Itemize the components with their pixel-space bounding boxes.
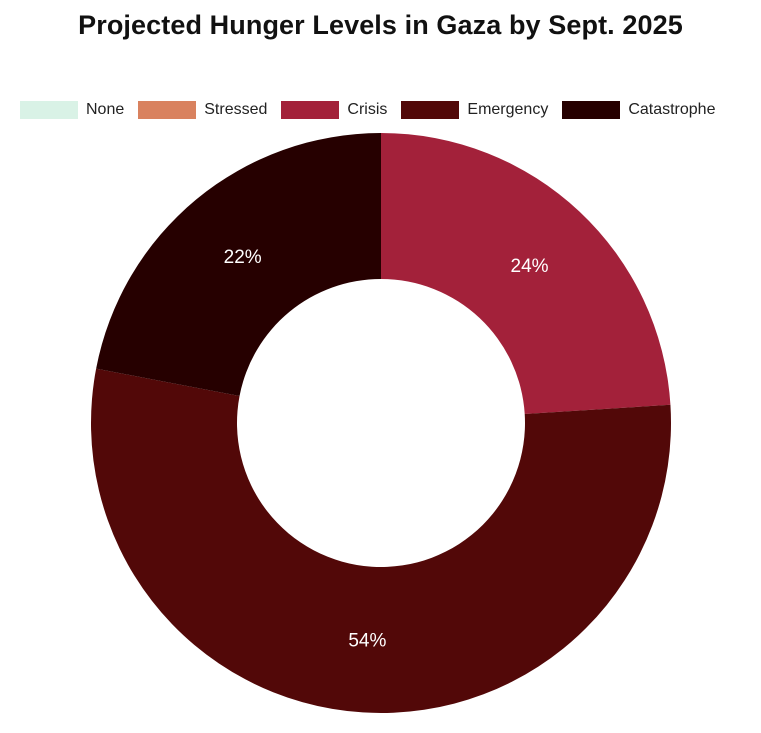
legend-item-catastrophe[interactable]: Catastrophe — [562, 101, 715, 119]
legend-swatch-stressed — [138, 101, 197, 119]
slice-catastrophe[interactable] — [96, 133, 382, 397]
legend-label-crisis: Crisis — [347, 101, 388, 118]
legend-item-none[interactable]: None — [20, 101, 124, 119]
legend-label-emergency: Emergency — [467, 101, 549, 118]
slice-crisis[interactable] — [381, 133, 671, 414]
slice-emergency[interactable] — [91, 368, 671, 713]
legend-label-stressed: Stressed — [204, 101, 268, 118]
legend-label-none: None — [86, 101, 125, 118]
donut-labels: 24% 54% 22% — [224, 247, 549, 652]
legend: None Stressed Crisis Emergency Catastrop… — [20, 101, 729, 119]
legend-swatch-catastrophe — [562, 101, 621, 119]
donut-slices — [91, 133, 671, 713]
slice-label-crisis: 24% — [511, 256, 549, 277]
legend-swatch-emergency — [401, 101, 460, 119]
chart-title: Projected Hunger Levels in Gaza by Sept.… — [78, 10, 683, 40]
legend-item-stressed[interactable]: Stressed — [138, 101, 267, 119]
legend-swatch-crisis — [281, 101, 340, 119]
legend-swatch-none — [20, 101, 78, 119]
legend-label-catastrophe: Catastrophe — [628, 101, 716, 118]
slice-label-emergency: 54% — [348, 631, 386, 652]
legend-item-crisis[interactable]: Crisis — [281, 101, 387, 119]
slice-label-catastrophe: 22% — [224, 247, 262, 268]
legend-item-emergency[interactable]: Emergency — [401, 101, 548, 119]
